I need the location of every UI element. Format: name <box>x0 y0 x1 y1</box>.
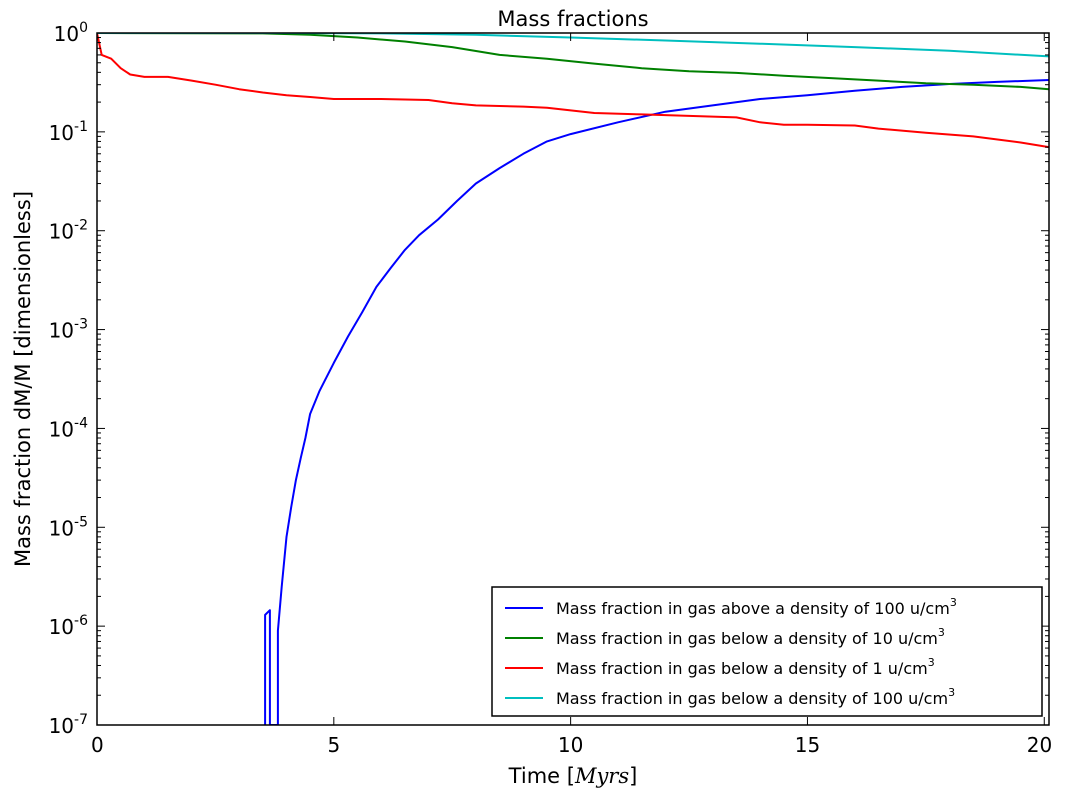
series-line-4 <box>97 33 1049 58</box>
legend-box <box>491 586 1043 717</box>
x-tick-label: 10 <box>558 733 583 757</box>
x-axis-label-close: ] <box>629 764 637 788</box>
plot-frame <box>96 32 1050 726</box>
y-tick-label: 10-1 <box>49 119 88 145</box>
series-line-2 <box>97 33 1049 91</box>
x-axis-label: Time [Myrs] <box>508 764 638 788</box>
legend: Mass fraction in gas above a density of … <box>491 586 1043 717</box>
x-tick-label: 20 <box>1027 733 1052 757</box>
legend-label-2: Mass fraction in gas below a density of … <box>556 626 945 648</box>
x-tick-label: 5 <box>327 733 340 757</box>
y-tick-label: 100 <box>54 20 88 46</box>
x-axis-label-units: Myrs <box>574 764 629 788</box>
y-tick-label: 10-5 <box>49 514 88 540</box>
chart-title: Mass fractions <box>497 7 648 31</box>
series-line-1 <box>264 79 1049 725</box>
ticks-layer: 0 5 10 15 20 10-7 10-6 10-5 10-4 10-3 10-2 10-1 100 <box>49 20 1053 757</box>
series-line-3 <box>97 33 1049 149</box>
legend-label-1: Mass fraction in gas above a density of … <box>556 596 957 618</box>
y-tick-label: 10-6 <box>49 613 89 639</box>
y-tick-label: 10-2 <box>49 218 88 244</box>
legend-label-4: Mass fraction in gas below a density of … <box>556 686 955 708</box>
legend-label-3: Mass fraction in gas below a density of … <box>556 656 935 678</box>
x-tick-label: 15 <box>795 733 820 757</box>
y-tick-label: 10-3 <box>49 317 88 343</box>
y-tick-label: 10-7 <box>49 712 88 738</box>
x-axis-label-text: Time [ <box>508 764 575 788</box>
y-axis-label: Mass fraction dM/M [dimensionless] <box>11 191 35 567</box>
y-tick-label: 10-4 <box>49 415 89 441</box>
x-tick-label: 0 <box>91 733 104 757</box>
